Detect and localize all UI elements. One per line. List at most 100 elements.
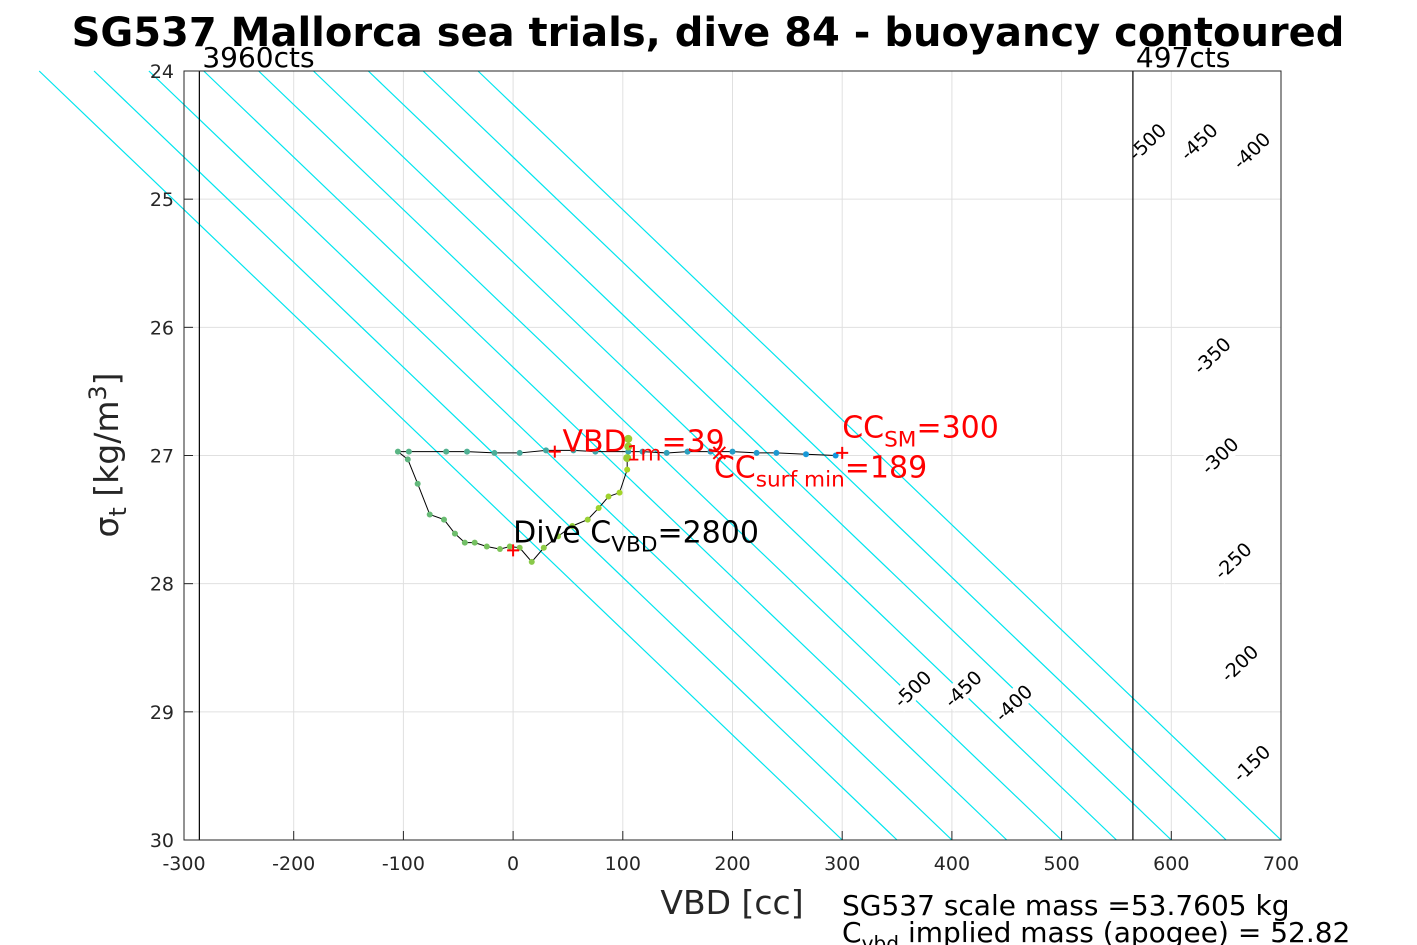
vbd-limit-label: 3960cts: [202, 41, 314, 74]
chart-title: SG537 Mallorca sea trials, dive 84 - buo…: [72, 10, 1345, 56]
x-tick-label: 600: [1153, 853, 1189, 875]
contour-label-bg: [1123, 118, 1171, 165]
y-tick-label: 29: [150, 702, 174, 724]
y-tick-label: 25: [150, 189, 174, 211]
data-point: [414, 480, 421, 487]
contour-label-bg: [888, 665, 936, 712]
contour-line: [477, 70, 1282, 841]
data-point: [663, 449, 670, 456]
data-point: [570, 447, 577, 454]
x-marker: [712, 446, 727, 460]
plus-marker: [507, 544, 520, 557]
data-point: [405, 448, 412, 455]
vbd-limit-lines: 3960cts 497cts: [198, 41, 1230, 840]
data-point: [624, 442, 633, 451]
x-tick-label: 400: [934, 853, 970, 875]
contour-line: [313, 70, 1117, 841]
y-tick-label: 27: [150, 446, 174, 468]
x-tick-label: 500: [1043, 853, 1079, 875]
data-point: [802, 451, 809, 458]
y-tick-label: 24: [150, 61, 174, 83]
contour-line: [38, 70, 843, 841]
data-point: [605, 493, 612, 500]
data-point: [426, 511, 433, 518]
x-tick-label: -300: [162, 853, 205, 875]
data-point: [832, 452, 839, 459]
y-axis-label: σt [kg/m3]: [84, 373, 132, 538]
data-point: [584, 516, 591, 523]
x-tick-label: 100: [605, 853, 641, 875]
data-point: [516, 449, 523, 456]
data-point: [483, 543, 490, 550]
x-axis-label: VBD [cc]: [660, 883, 803, 922]
contour-line: [148, 70, 953, 841]
data-point: [464, 448, 471, 455]
data-point: [443, 448, 450, 455]
contour-label-bg: [1227, 127, 1275, 174]
markers: [507, 445, 849, 557]
contour-label-bg: [1188, 332, 1236, 379]
annotation-divecvbd: Dive CVBD=2800: [513, 516, 759, 558]
data-point: [471, 539, 478, 546]
axis-ticks: -300 -200 -100 0 100 200 300 400 500 600 700 24 25 26…: [150, 61, 1299, 875]
data-point: [491, 449, 498, 456]
x-tick-label: 0: [507, 853, 519, 875]
data-point: [707, 448, 714, 455]
footnote: SG537 scale mass =53.7605 kg: [842, 889, 1290, 922]
data-point: [540, 544, 547, 551]
data-point: [404, 456, 411, 463]
data-point: [639, 448, 646, 455]
dive-path: [394, 434, 839, 565]
y-tick-label: 30: [150, 830, 174, 852]
y-tick-label: 28: [150, 574, 174, 596]
contour-label-bg: [1215, 639, 1263, 687]
data-point: [684, 448, 691, 455]
contour-label-bg: [939, 665, 987, 712]
data-point: [592, 448, 599, 455]
x-tick-label: -100: [382, 853, 425, 875]
data-point: [496, 546, 503, 553]
contour-line: [203, 70, 1008, 841]
data-point: [624, 434, 633, 443]
data-point: [624, 466, 631, 473]
contour-label-bg: [1175, 118, 1223, 165]
data-point: [753, 449, 760, 456]
x-tick-label: -200: [272, 853, 315, 875]
data-point: [394, 448, 401, 455]
plus-marker: [548, 445, 561, 458]
annotation-ccsurf: CCsurf min=189: [714, 450, 927, 492]
y-tick-label: 26: [150, 317, 174, 339]
contour-line: [367, 70, 1172, 841]
annotation-vbd1m: VBD1m=39: [562, 425, 724, 467]
data-point: [729, 448, 736, 455]
contour-label-bg: [989, 679, 1037, 727]
footnote: Cvbd implied mass (apogee) = 52.82: [842, 916, 1350, 945]
x-tick-label: 700: [1263, 853, 1299, 875]
data-point: [623, 454, 632, 463]
contour-label-bg: [1227, 739, 1275, 787]
data-point: [528, 558, 535, 565]
data-point: [569, 522, 576, 529]
contour-line: [258, 70, 1063, 841]
data-point: [773, 449, 780, 456]
annotation-ccsm: CCSM=300: [842, 411, 999, 453]
data-point: [555, 533, 562, 540]
data-point: [516, 544, 523, 551]
vbd-limit-label: 497cts: [1136, 41, 1230, 74]
data-point: [506, 543, 513, 550]
data-point: [616, 489, 623, 496]
x-tick-label: 300: [824, 853, 860, 875]
contour-label-bg: [1196, 432, 1244, 479]
data-point: [461, 539, 468, 546]
x-tick-label: 200: [714, 853, 750, 875]
data-point: [543, 447, 550, 454]
data-point: [451, 530, 458, 537]
contour-label-bg: [1209, 537, 1257, 584]
plus-marker: [836, 446, 849, 459]
data-point: [595, 505, 602, 512]
data-point: [440, 516, 447, 523]
